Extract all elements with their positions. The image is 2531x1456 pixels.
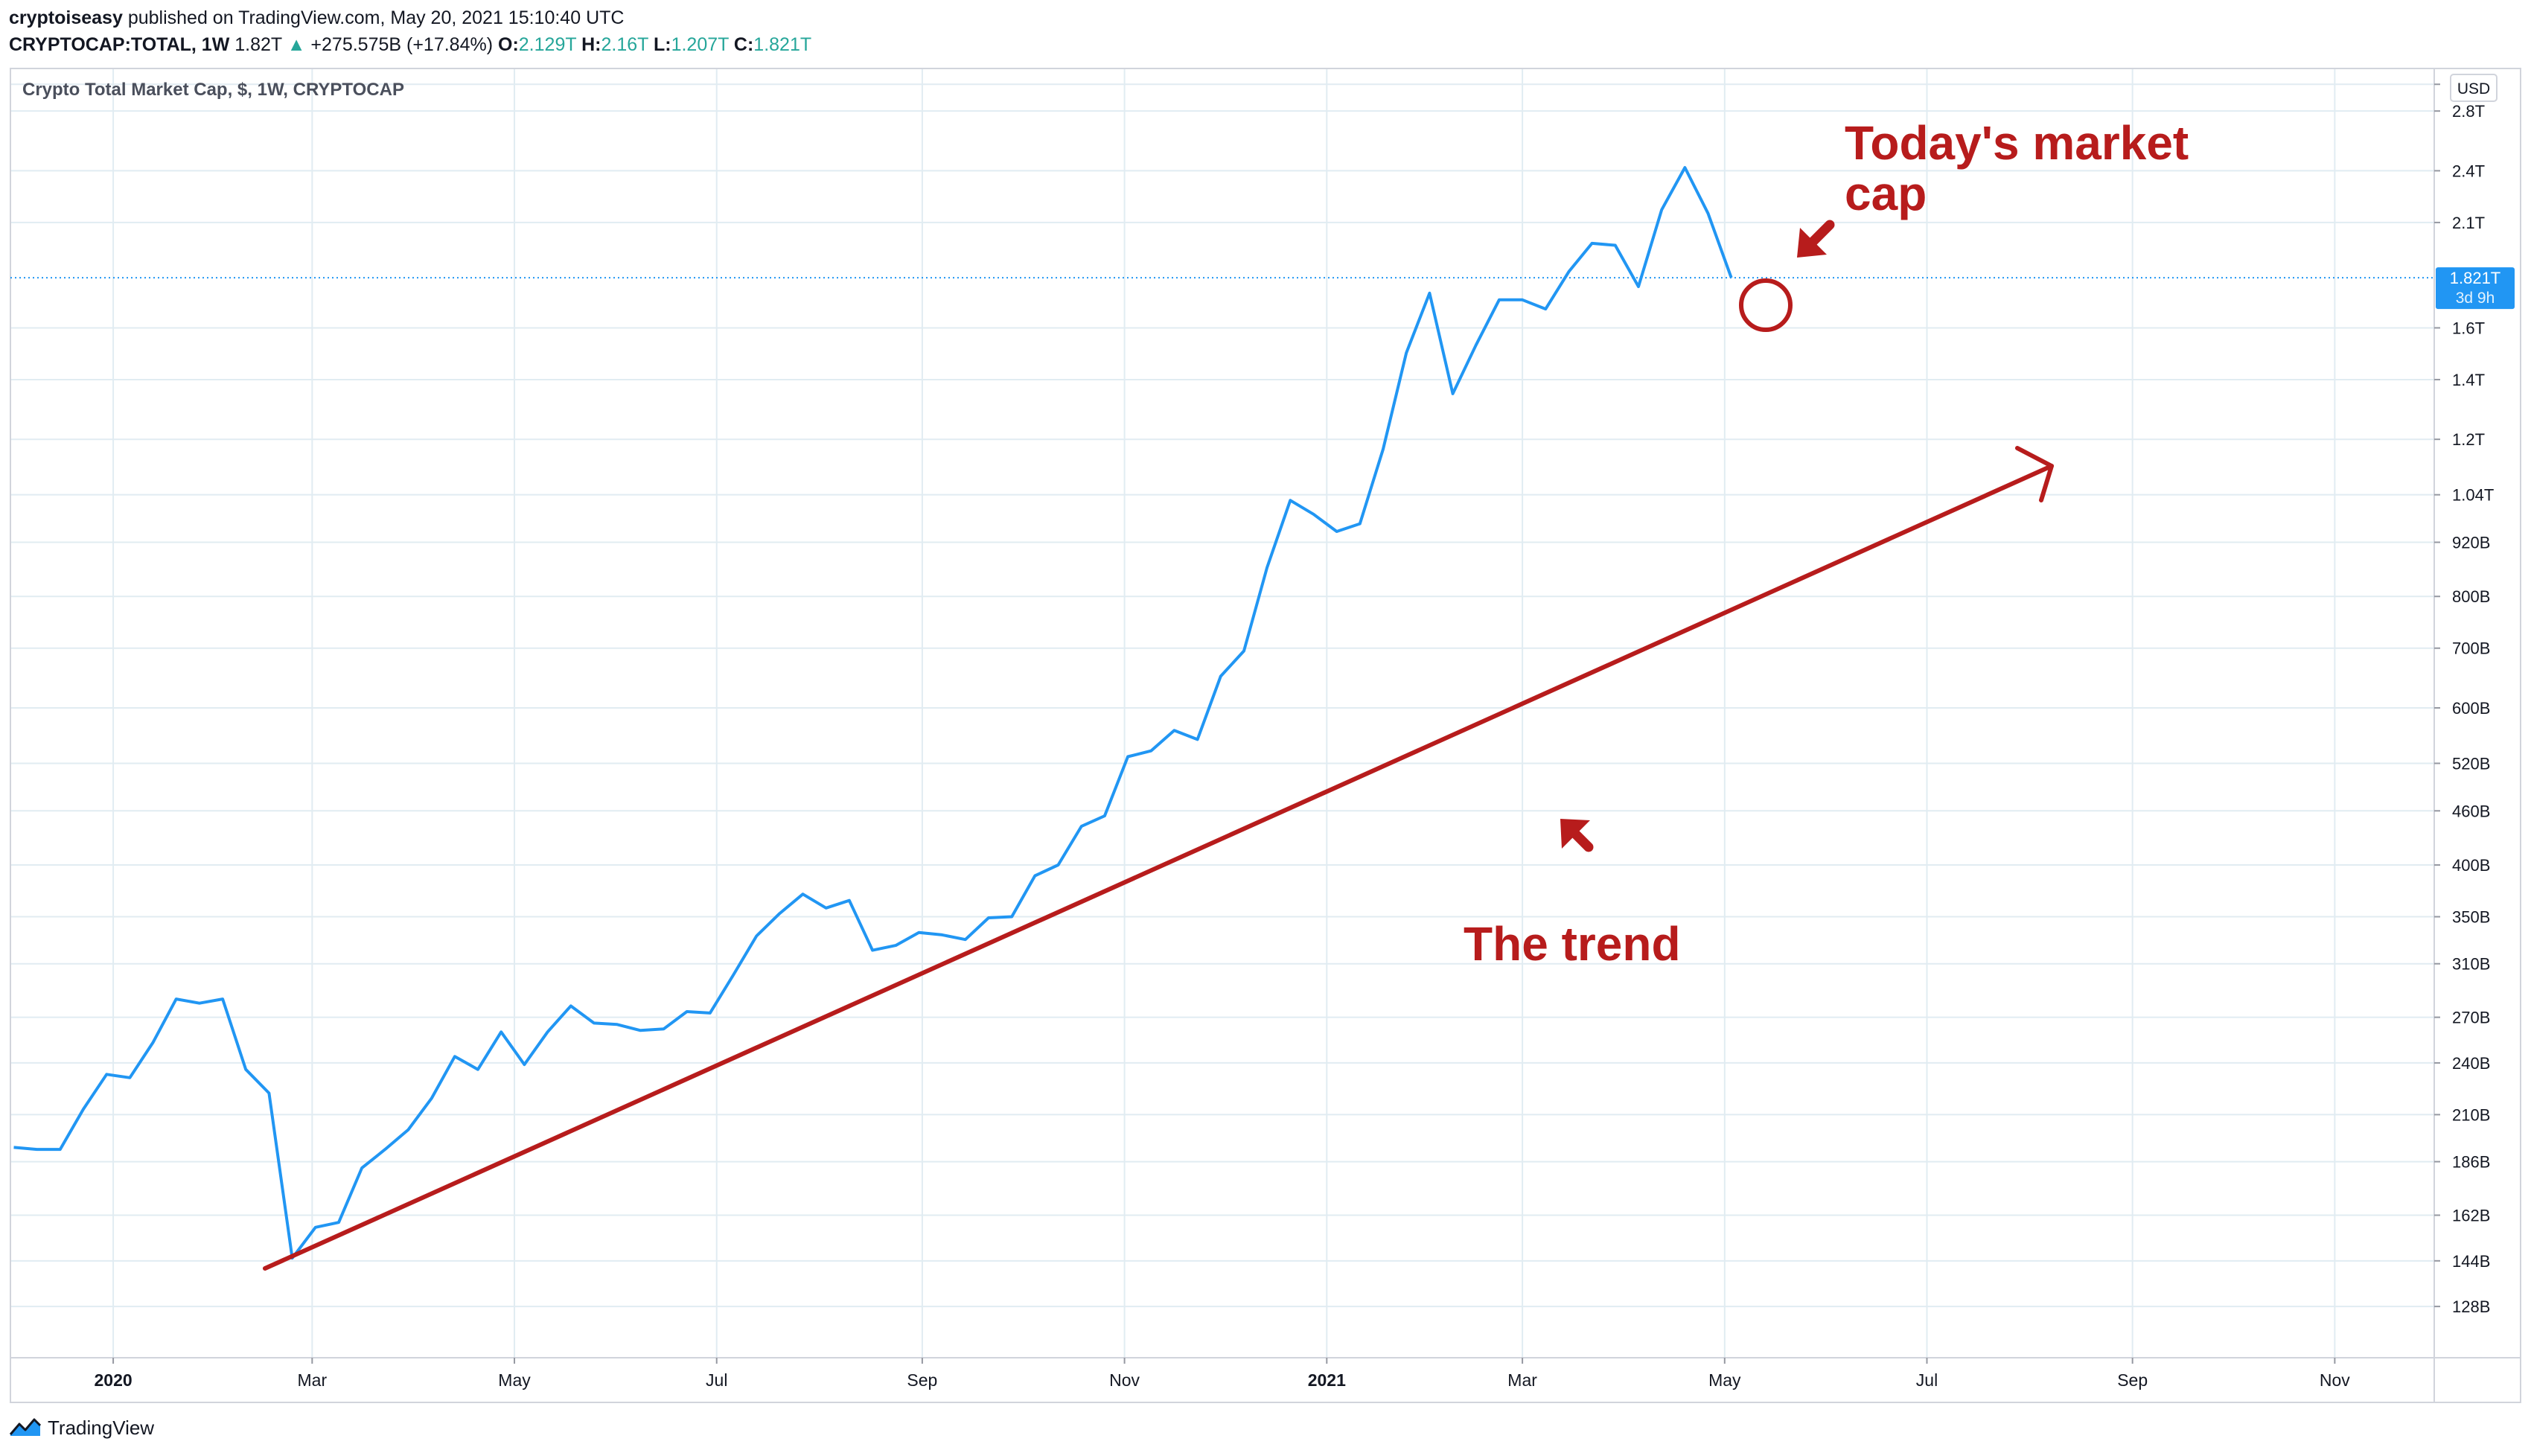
publish-info: cryptoiseasy published on TradingView.co… (9, 4, 2518, 31)
currency-box[interactable] (2450, 74, 2498, 102)
y-tick-label: 1.2T (2452, 430, 2485, 449)
x-tick-label: Mar (298, 1370, 328, 1390)
y-tick-label: 520B (2452, 754, 2490, 773)
last-price: 1.82T (234, 34, 282, 55)
trend-line[interactable] (263, 464, 2054, 1271)
price-axis[interactable]: 128B 144B 162B 186B 210B 240B 270B 310B 350B 400B… (2434, 75, 2494, 1316)
author-link[interactable]: cryptoiseasy (9, 7, 123, 28)
tradingview-logo-icon[interactable] (9, 1417, 42, 1439)
y-tick-label: 2.1T (2452, 214, 2485, 232)
x-tick-label: May (1708, 1370, 1741, 1390)
market-cap-arrow-icon (1797, 220, 1835, 258)
trend-annotation: The trend (1464, 917, 1681, 971)
y-tick-label: 240B (2452, 1054, 2490, 1073)
y-tick-label: 210B (2452, 1105, 2490, 1124)
y-tick-label: 310B (2452, 955, 2490, 974)
series-line-total-market-cap (13, 166, 1733, 1260)
publish-date: published on TradingView.com, May 20, 20… (127, 7, 625, 28)
time-axis[interactable]: 2020 Mar May Jul Sep Nov 2021 Mar May Jul Sep Nov (94, 1358, 2350, 1390)
x-tick-label: Jul (706, 1370, 727, 1390)
y-tick-label: 920B (2452, 533, 2490, 552)
y-tick-label: 186B (2452, 1153, 2490, 1172)
annotations: Today's market cap The trend (263, 116, 2202, 1271)
x-tick-label: May (498, 1370, 531, 1390)
x-tick-label: Nov (1109, 1370, 1140, 1390)
currency-label: USD (2457, 80, 2490, 98)
y-tick-label: 400B (2452, 856, 2490, 875)
trend-arrowhead-icon (2015, 446, 2054, 502)
open-value: 2.129T (518, 34, 577, 55)
y-tick-label: 128B (2452, 1297, 2490, 1316)
x-tick-label: Sep (907, 1370, 937, 1390)
y-tick-label: 162B (2452, 1207, 2490, 1225)
open-label: O: (498, 34, 519, 55)
chart-title: Crypto Total Market Cap, $, 1W, CRYPTOCA… (22, 80, 404, 100)
up-triangle-icon: ▲ (287, 34, 306, 55)
y-tick-label: 600B (2452, 699, 2490, 718)
low-value: 1.207T (671, 34, 729, 55)
x-tick-label: Mar (1507, 1370, 1537, 1390)
close-label: C: (733, 34, 754, 55)
y-tick-label: 1.6T (2452, 319, 2485, 337)
y-tick-label: 2.8T (2452, 102, 2485, 121)
footer: TradingView (9, 1414, 154, 1441)
y-tick-label: 2.4T (2452, 162, 2485, 180)
y-tick-label: 700B (2452, 639, 2490, 658)
x-tick-label: Jul (1916, 1370, 1938, 1390)
x-tick-label: 2020 (94, 1370, 132, 1390)
y-tick-label: 800B (2452, 587, 2490, 606)
y-tick-label: 460B (2452, 802, 2490, 820)
y-tick-label: 1.04T (2452, 486, 2494, 505)
current-value-circle[interactable] (1739, 278, 1793, 332)
current-price-value: 1.821T (2450, 269, 2501, 287)
high-value: 2.16T (601, 34, 648, 55)
y-tick-label: 1.4T (2452, 371, 2485, 389)
footer-brand[interactable]: TradingView (48, 1417, 155, 1439)
chart-header: cryptoiseasy published on TradingView.co… (9, 4, 2518, 58)
x-tick-label: 2021 (1308, 1370, 1346, 1390)
bar-countdown: 3d 9h (2456, 290, 2495, 307)
trend-pointer-arrow-icon (1560, 819, 1594, 852)
plot-area-border (10, 68, 2521, 1403)
current-price-badge (2436, 267, 2515, 310)
y-tick-label: 270B (2452, 1009, 2490, 1027)
price-change: +275.575B (+17.84%) (310, 34, 494, 55)
x-tick-label: Nov (2320, 1370, 2350, 1390)
ohlc-legend: CRYPTOCAP:TOTAL, 1W 1.82T ▲ +275.575B (+… (9, 31, 2518, 58)
y-tick-label: 350B (2452, 908, 2490, 927)
high-label: H: (581, 34, 601, 55)
low-label: L: (653, 34, 671, 55)
y-tick-label: 144B (2452, 1252, 2490, 1271)
symbol-label[interactable]: CRYPTOCAP:TOTAL, 1W (9, 34, 230, 55)
close-value: 1.821T (753, 34, 812, 55)
market-cap-annotation: Today's market cap (1845, 116, 2202, 220)
grid (10, 68, 2434, 1358)
x-tick-label: Sep (2117, 1370, 2148, 1390)
